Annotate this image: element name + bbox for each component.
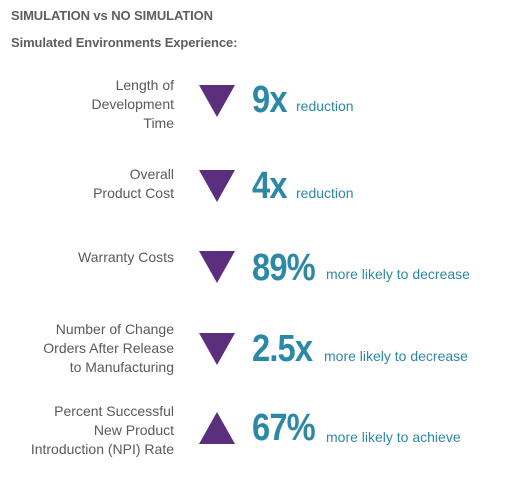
metric-label: Overall Product Cost (93, 166, 174, 201)
metric-label: Length of Development Time (91, 77, 175, 131)
metric-value: 2.5x (252, 328, 313, 370)
down-triangle-icon (199, 170, 235, 202)
up-triangle-icon (199, 412, 235, 444)
metric-note: more likely to decrease (326, 266, 470, 282)
metric-value: 9x (252, 79, 288, 121)
metric-row-development-time: Length of Development Time 9x reduction (0, 76, 526, 146)
metric-label: Warranty Costs (78, 249, 174, 265)
metric-row-change-orders: Number of Change Orders After Release to… (0, 320, 526, 390)
down-triangle-icon (199, 251, 235, 283)
metric-label: Number of Change Orders After Release to… (43, 321, 174, 375)
metric-row-warranty-costs: Warranty Costs 89% more likely to decrea… (0, 248, 526, 318)
header-title: SIMULATION vs NO SIMULATION (11, 8, 213, 23)
metric-value: 67% (252, 407, 316, 449)
metric-note: reduction (296, 98, 354, 114)
metric-label: Percent Successful New Product Introduct… (30, 403, 174, 457)
header-subtitle: Simulated Environments Experience: (11, 35, 238, 50)
metric-row-npi-rate: Percent Successful New Product Introduct… (0, 402, 526, 472)
metric-value: 89% (252, 247, 316, 289)
metric-note: more likely to decrease (324, 348, 468, 364)
metric-row-product-cost: Overall Product Cost 4x reduction (0, 165, 526, 235)
metric-value: 4x (252, 165, 288, 207)
metric-note: reduction (296, 185, 354, 201)
down-triangle-icon (199, 333, 235, 365)
down-triangle-icon (199, 85, 235, 117)
metric-note: more likely to achieve (326, 429, 461, 445)
